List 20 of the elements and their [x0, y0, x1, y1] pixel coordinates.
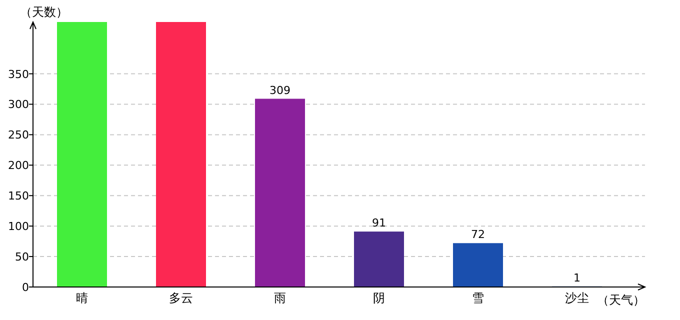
x-axis-title: （天气）	[597, 293, 645, 307]
y-tick-label: 250	[8, 128, 29, 142]
data-label: 72	[471, 228, 485, 242]
x-tick-label: 沙尘	[565, 291, 589, 305]
y-axis-title: （天数）	[20, 5, 68, 19]
x-tick-label: 雨	[274, 291, 286, 305]
y-tick-label: 200	[8, 159, 29, 172]
y-tick-label: 50	[15, 250, 29, 264]
y-tick-label: 100	[8, 220, 29, 234]
y-tick-label: 0	[22, 281, 29, 294]
data-label: 1	[574, 271, 580, 284]
y-tick-label: 150	[8, 190, 29, 203]
x-tick-label: 晴	[76, 291, 88, 305]
data-label: 91	[372, 216, 386, 230]
x-tick-label: 阴	[373, 291, 385, 305]
x-tick-label: 雪	[472, 291, 484, 305]
y-tick-label: 300	[8, 98, 29, 112]
y-tick-label: 350	[8, 68, 29, 81]
x-tick-label: 多云	[169, 291, 193, 305]
data-label: 309	[270, 84, 290, 97]
